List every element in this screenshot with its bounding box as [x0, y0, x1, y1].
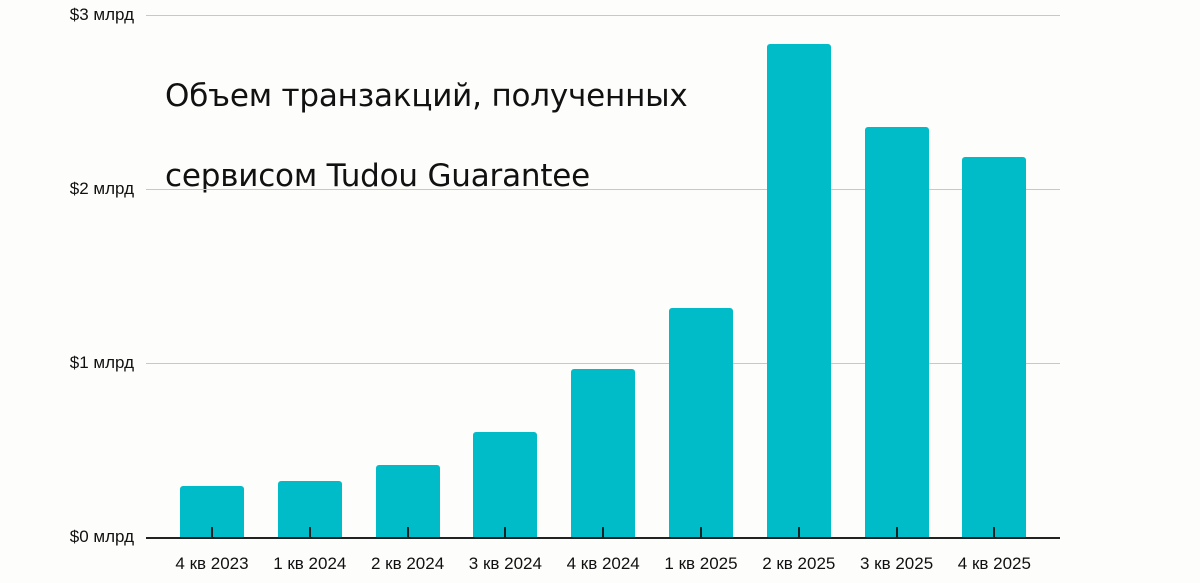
x-tick: [504, 527, 507, 537]
gridline: [146, 189, 1060, 190]
bar: [669, 308, 733, 538]
y-tick-label: $2 млрд: [69, 179, 134, 198]
x-tick-label: 4 кв 2024: [566, 554, 640, 573]
x-tick-label: 4 кв 2023: [175, 554, 249, 573]
chart-title: Объем транзакций, полученных сервисом Tu…: [165, 36, 688, 236]
x-tick-label: 3 кв 2025: [859, 554, 934, 573]
x-tick: [700, 527, 702, 537]
x-tick-label: 4 кв 2025: [957, 554, 1031, 573]
x-axis-line: [146, 537, 1060, 539]
bar: [962, 156, 1027, 538]
y-tick-label: $0 млрд: [69, 527, 134, 546]
bar: [375, 464, 440, 538]
x-tick: [895, 527, 898, 537]
x-tick-label: 1 кв 2025: [664, 554, 738, 573]
bar: [571, 369, 636, 538]
gridline: [146, 363, 1060, 364]
y-tick-label: $1 млрд: [69, 353, 134, 372]
x-tick: [308, 527, 311, 537]
chart-title-line-1: Объем транзакций, полученных: [165, 78, 688, 114]
chart-title-line-2: сервисом Tudou Guarantee: [165, 158, 591, 194]
x-tick-label: 3 кв 2024: [468, 554, 542, 573]
x-tick: [797, 527, 800, 537]
y-tick-label: $3 млрд: [69, 5, 134, 24]
gridline: [146, 15, 1060, 16]
x-tick: [406, 527, 409, 537]
x-tick: [211, 527, 213, 537]
bar: [473, 431, 538, 538]
x-tick-label: 1 кв 2024: [273, 554, 347, 573]
x-tick: [993, 527, 996, 537]
x-tick: [602, 527, 605, 537]
x-tick-label: 2 кв 2025: [762, 554, 836, 573]
x-tick-label: 2 кв 2024: [370, 554, 445, 573]
bar: [864, 127, 929, 538]
bar: [766, 43, 831, 538]
